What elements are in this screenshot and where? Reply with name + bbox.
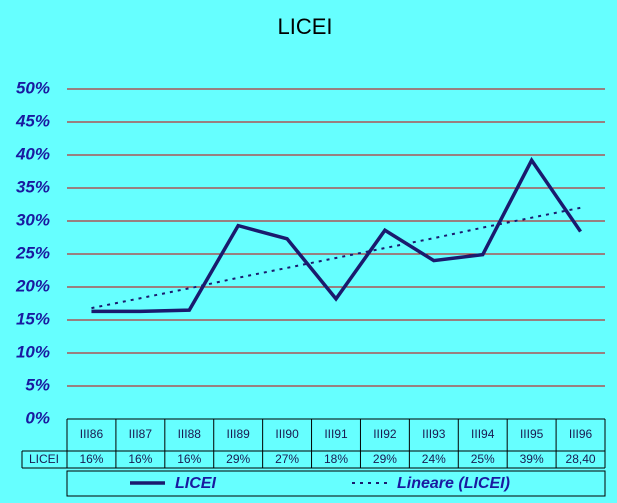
table-value: 16% <box>177 452 201 466</box>
x-tick-label: III95 <box>520 427 544 441</box>
y-tick-label: 25% <box>15 243 50 262</box>
y-tick-label: 50% <box>16 78 50 97</box>
row-header: LICEI <box>29 452 59 466</box>
y-tick-label: 30% <box>16 210 50 229</box>
legend-box <box>66 470 606 497</box>
x-tick-label: III88 <box>178 427 202 441</box>
legend-label: LICEI <box>175 475 216 492</box>
y-tick-label: 15% <box>16 309 50 328</box>
table-value: 25% <box>471 452 495 466</box>
x-tick-label: III96 <box>569 427 593 441</box>
y-tick-label: 10% <box>16 342 50 361</box>
y-tick-label: 5% <box>25 375 50 394</box>
x-tick-label: III91 <box>324 427 348 441</box>
x-tick-label: III87 <box>129 427 153 441</box>
y-tick-label: 45% <box>15 111 50 130</box>
x-tick-label: III92 <box>373 427 397 441</box>
table-value: 24% <box>422 452 446 466</box>
table-value: 39% <box>520 452 544 466</box>
x-tick-label: III90 <box>275 427 299 441</box>
y-tick-label: 0% <box>25 408 50 427</box>
table-value: 29% <box>226 452 250 466</box>
legend-label: Lineare (LICEI) <box>397 475 510 492</box>
table-value: 28,40 <box>566 452 596 466</box>
x-tick-label: III89 <box>227 427 251 441</box>
table-value: 16% <box>128 452 152 466</box>
y-tick-label: 20% <box>15 276 50 295</box>
y-tick-label: 35% <box>16 177 50 196</box>
x-tick-label: III86 <box>80 427 104 441</box>
trend-line <box>91 206 581 310</box>
table-value: 29% <box>373 452 397 466</box>
chart-title: LICEI <box>277 14 332 39</box>
table-value: 18% <box>324 452 348 466</box>
data-line <box>91 156 582 314</box>
table-value: 27% <box>275 452 299 466</box>
x-tick-label: III93 <box>422 427 446 441</box>
x-tick-label: III94 <box>471 427 495 441</box>
table-value: 16% <box>79 452 103 466</box>
y-tick-label: 40% <box>15 144 50 163</box>
